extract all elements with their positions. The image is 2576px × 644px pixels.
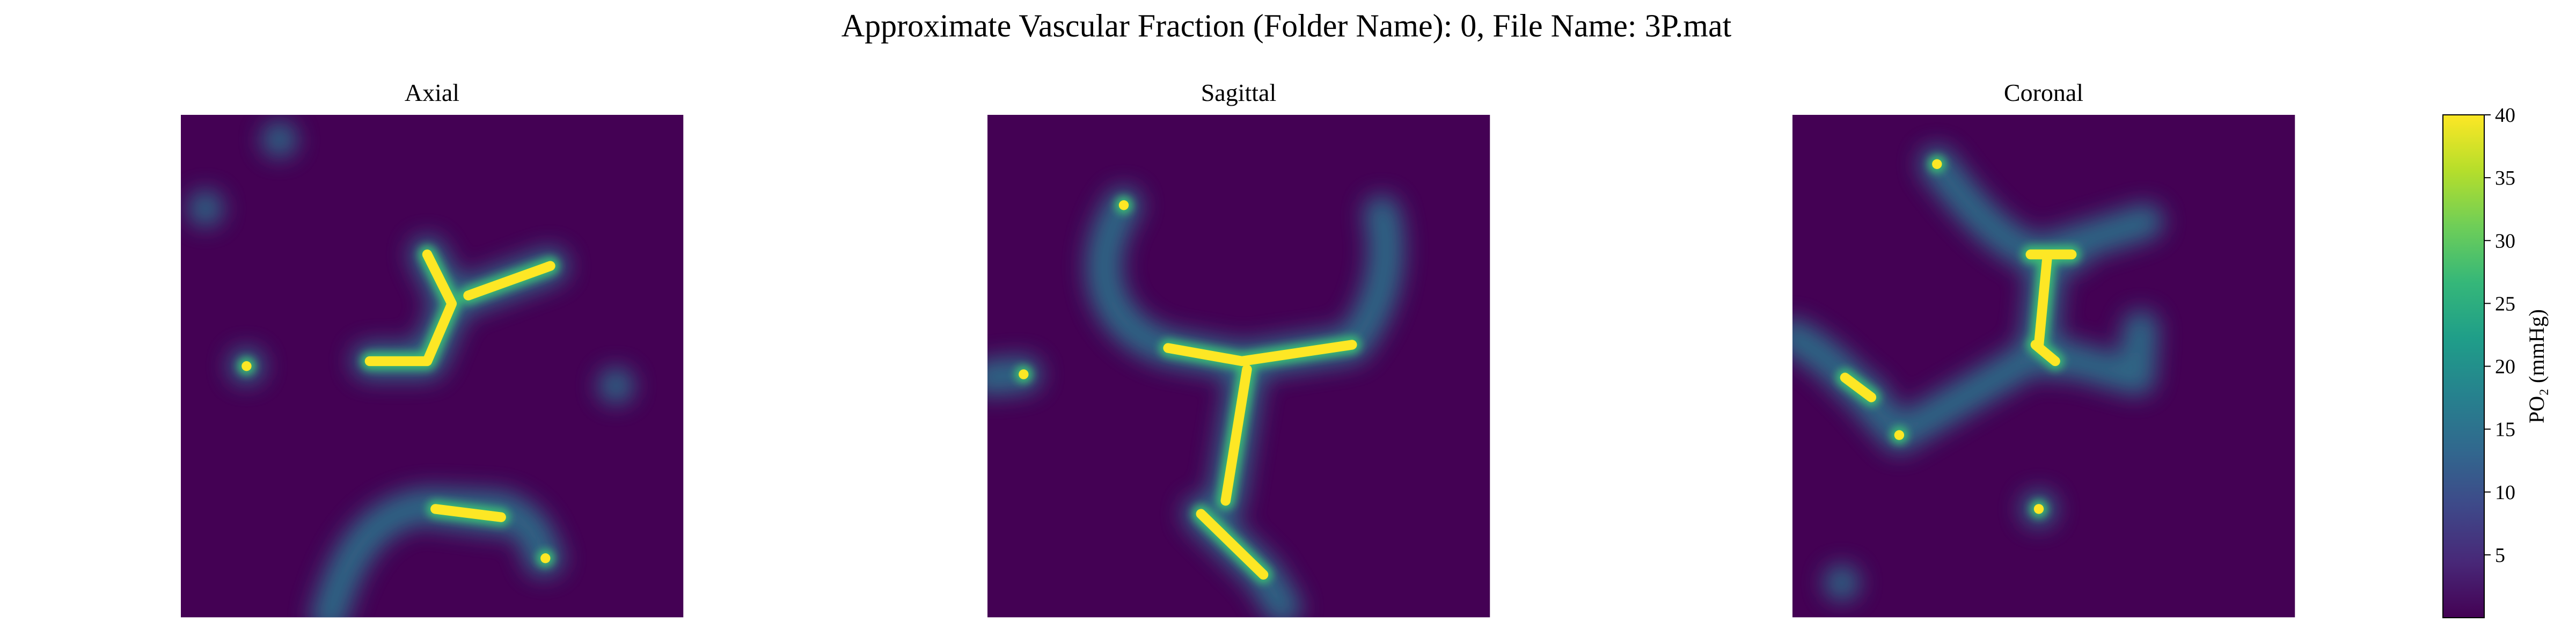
colorbar: 5 10 15 20 25 30 35 40 PO₂ (mmHg) bbox=[2442, 104, 2549, 618]
colorbar-tick-label: 25 bbox=[2495, 292, 2515, 315]
panel-coronal: Coronal bbox=[1792, 79, 2295, 618]
colorbar-tick-label: 30 bbox=[2495, 230, 2515, 252]
figure-title: Approximate Vascular Fraction (Folder Na… bbox=[841, 8, 1732, 43]
colorbar-tick-label: 40 bbox=[2495, 104, 2515, 127]
colorbar-tick-label: 35 bbox=[2495, 167, 2515, 189]
panel-title: Sagittal bbox=[1201, 79, 1277, 106]
colorbar-fill bbox=[2442, 114, 2485, 618]
colorbar-tick-label: 5 bbox=[2495, 544, 2505, 567]
colorbar-tick-label: 20 bbox=[2495, 356, 2515, 378]
colorbar-tick-label: 15 bbox=[2495, 419, 2515, 441]
panel-sagittal: Sagittal bbox=[987, 79, 1490, 618]
panel-axial: Axial bbox=[181, 79, 684, 618]
panel-title: Axial bbox=[405, 79, 459, 106]
colorbar-tick-label: 10 bbox=[2495, 481, 2515, 504]
colorbar-label: PO₂ (mmHg) bbox=[2524, 309, 2549, 423]
panel-title: Coronal bbox=[2004, 79, 2083, 106]
